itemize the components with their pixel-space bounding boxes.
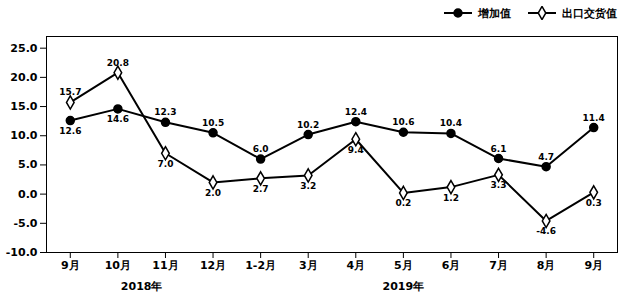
svg-text:0.3: 0.3 <box>586 198 602 208</box>
svg-text:12.3: 12.3 <box>154 107 176 117</box>
svg-text:4月: 4月 <box>346 259 365 272</box>
svg-text:2018年: 2018年 <box>121 280 163 293</box>
svg-text:10.2: 10.2 <box>297 120 319 130</box>
svg-text:3.2: 3.2 <box>300 181 316 191</box>
svg-text:4.7: 4.7 <box>538 152 554 162</box>
svg-text:2.0: 2.0 <box>205 188 221 198</box>
svg-text:10.6: 10.6 <box>392 117 414 127</box>
svg-text:12.6: 12.6 <box>59 126 81 136</box>
svg-text:5月: 5月 <box>394 259 413 272</box>
svg-text:6.0: 6.0 <box>253 144 269 154</box>
html-text:增加值: 增加值 <box>478 6 511 20</box>
svg-text:15.0: 15.0 <box>10 100 37 113</box>
svg-text:10.0: 10.0 <box>10 129 37 142</box>
svg-text:10月: 10月 <box>105 259 131 272</box>
svg-text:3月: 3月 <box>299 259 318 272</box>
svg-text:3.3: 3.3 <box>491 180 507 190</box>
svg-text:5.0: 5.0 <box>18 158 38 171</box>
svg-text:-5.0: -5.0 <box>13 217 37 230</box>
svg-text:12月: 12月 <box>200 259 226 272</box>
svg-text:7月: 7月 <box>489 259 508 272</box>
svg-text:10.5: 10.5 <box>202 118 224 128</box>
svg-text:20.0: 20.0 <box>10 71 37 84</box>
svg-text:11月: 11月 <box>152 259 178 272</box>
svg-text:11.4: 11.4 <box>583 113 605 123</box>
html-text:出口交货值: 出口交货值 <box>562 6 617 20</box>
svg-text:2.7: 2.7 <box>253 184 269 194</box>
svg-text:14.6: 14.6 <box>107 114 129 124</box>
svg-text:6月: 6月 <box>442 259 461 272</box>
svg-text:9月: 9月 <box>584 259 603 272</box>
svg-text:2019年: 2019年 <box>383 280 425 293</box>
svg-text:8月: 8月 <box>537 259 556 272</box>
svg-text:-10.0: -10.0 <box>6 246 38 259</box>
svg-text:9.4: 9.4 <box>348 145 364 155</box>
svg-text:0.0: 0.0 <box>18 188 38 201</box>
svg-text:12.4: 12.4 <box>345 107 367 117</box>
svg-text:10.4: 10.4 <box>440 118 462 128</box>
svg-text:9月: 9月 <box>61 259 80 272</box>
svg-text:15.7: 15.7 <box>59 87 81 97</box>
svg-text:6.1: 6.1 <box>491 144 507 154</box>
svg-text:0.2: 0.2 <box>395 198 411 208</box>
svg-text:-4.6: -4.6 <box>536 226 556 236</box>
svg-text:1.2: 1.2 <box>443 193 459 203</box>
svg-text:7.0: 7.0 <box>157 159 173 169</box>
svg-text:20.8: 20.8 <box>107 58 129 68</box>
svg-text:25.0: 25.0 <box>10 42 37 55</box>
svg-text:1-2月: 1-2月 <box>245 259 276 272</box>
